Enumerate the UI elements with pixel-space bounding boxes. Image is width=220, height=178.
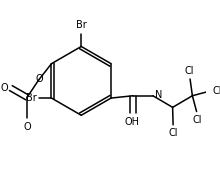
Text: Cl: Cl: [213, 86, 220, 96]
Text: Br: Br: [26, 93, 37, 103]
Text: OH: OH: [125, 117, 139, 127]
Text: Cl: Cl: [193, 115, 202, 125]
Text: Cl: Cl: [169, 128, 178, 138]
Text: O: O: [35, 74, 43, 84]
Text: N: N: [155, 90, 162, 100]
Text: O: O: [0, 83, 8, 93]
Text: Cl: Cl: [185, 66, 194, 76]
Text: O: O: [23, 122, 31, 132]
Text: Br: Br: [76, 20, 87, 30]
